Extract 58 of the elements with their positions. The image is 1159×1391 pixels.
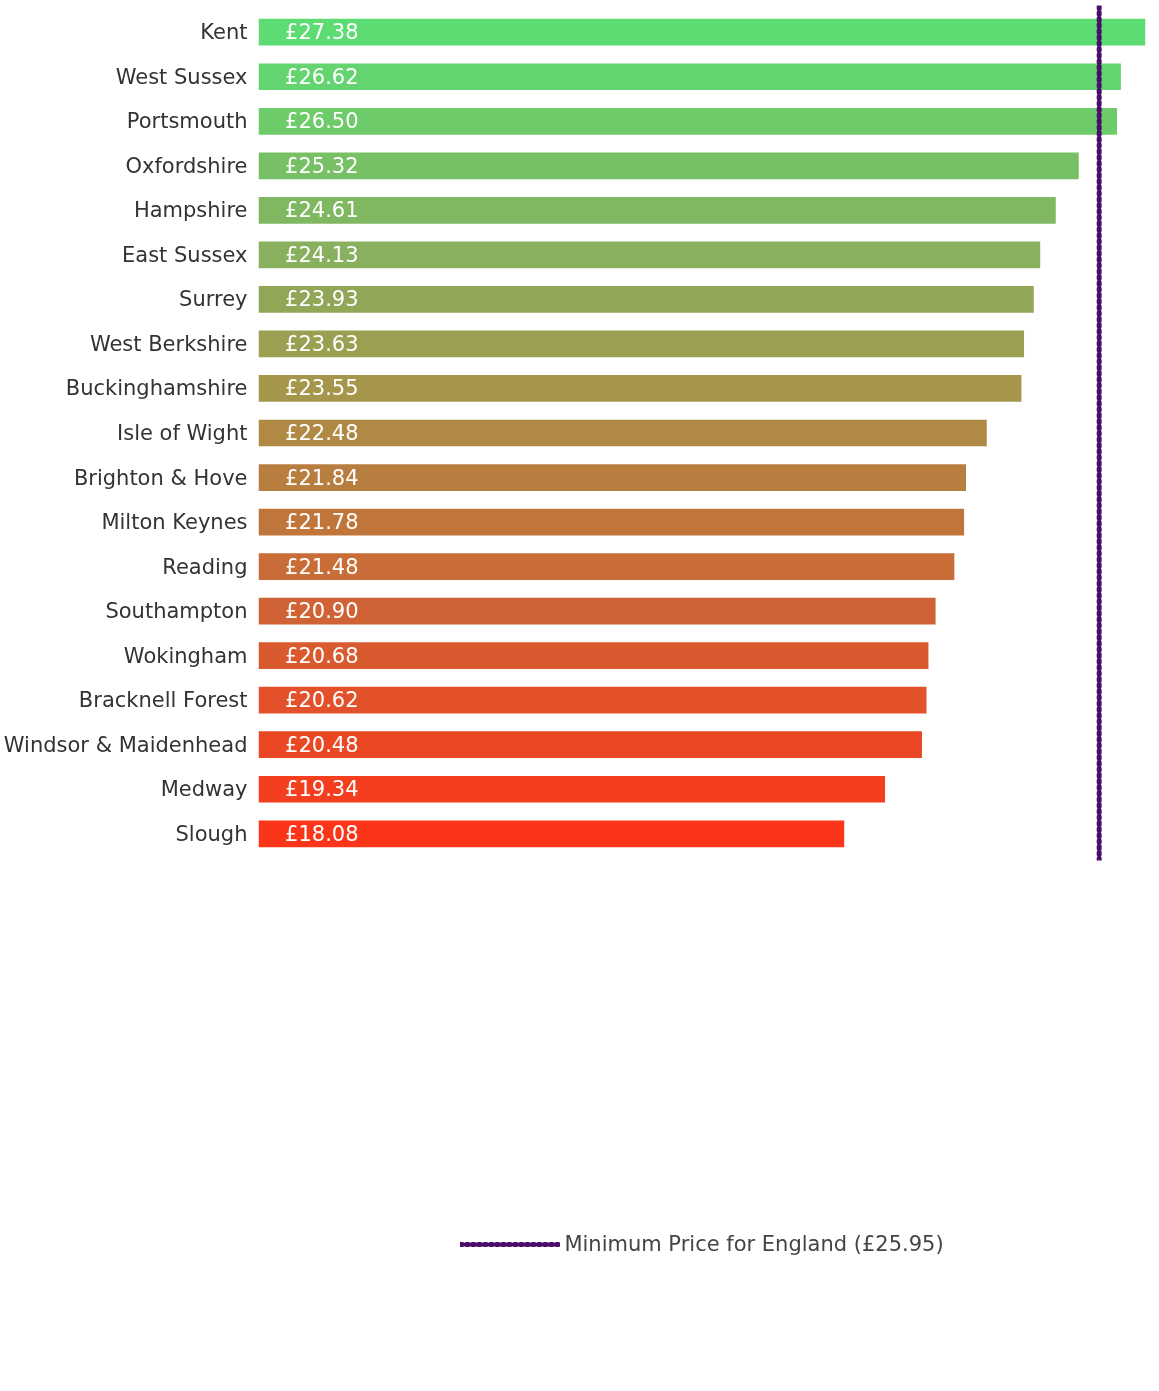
bar <box>258 375 1022 402</box>
bar <box>258 152 1079 180</box>
y-tick-label: Hampshire <box>133 198 248 223</box>
y-tick-label: East Sussex <box>122 242 248 267</box>
y-tick-label: Portsmouth <box>126 109 248 134</box>
y-tick-label: Isle of Wight <box>117 421 248 445</box>
bar <box>258 196 1056 224</box>
y-tick-label: West Sussex <box>115 64 248 89</box>
y-tick-label: Kent <box>200 20 248 45</box>
bar <box>258 107 1117 135</box>
bar <box>258 241 1041 269</box>
data-label: £24.61 <box>285 198 359 223</box>
data-label: £23.63 <box>285 331 359 356</box>
bar <box>258 820 845 848</box>
data-label: £26.50 <box>285 109 359 134</box>
y-tick-label: Southampton <box>105 599 248 624</box>
bar <box>258 330 1025 358</box>
data-label: £24.13 <box>285 242 359 267</box>
data-label: £21.48 <box>285 554 359 579</box>
y-tick-label: West Berkshire <box>89 331 248 356</box>
data-label: £21.84 <box>285 465 359 490</box>
bar <box>258 508 965 536</box>
y-tick-label: Bracknell Forest <box>78 688 248 713</box>
bar <box>258 775 886 803</box>
bar <box>258 286 1034 313</box>
data-label: £20.62 <box>285 688 359 713</box>
data-label: £23.93 <box>285 287 359 312</box>
y-tick-label: Brighton & Hove <box>73 465 248 490</box>
data-label: £23.55 <box>285 376 359 401</box>
y-tick-label: Oxfordshire <box>125 153 248 178</box>
y-tick-label: Surrey <box>179 287 248 312</box>
y-tick-label: Milton Keynes <box>101 510 248 535</box>
legend-label: Minimum Price for England (£25.95) <box>564 1232 944 1256</box>
data-label: £19.34 <box>285 777 359 802</box>
data-label: £20.90 <box>285 599 359 624</box>
bar <box>258 597 936 625</box>
y-tick-label: Medway <box>160 777 248 802</box>
bar <box>258 642 929 670</box>
data-label: £25.32 <box>285 153 359 178</box>
data-label: £22.48 <box>285 421 359 445</box>
y-tick-label: Reading <box>162 554 248 579</box>
data-label: £18.08 <box>285 821 359 846</box>
data-label: £26.62 <box>285 64 359 89</box>
bar <box>258 18 1146 46</box>
y-tick-label: Wokingham <box>123 643 248 668</box>
bar <box>258 419 987 447</box>
y-tick-label: Slough <box>175 821 248 846</box>
bar <box>258 686 927 714</box>
data-label: £27.38 <box>285 20 359 45</box>
bar <box>258 731 922 759</box>
data-label: £21.78 <box>285 510 359 535</box>
y-tick-label: Windsor & Maidenhead <box>3 732 248 757</box>
data-label: £20.48 <box>285 732 359 757</box>
bar <box>258 464 967 491</box>
bar <box>258 63 1121 91</box>
data-label: £20.68 <box>285 643 359 668</box>
y-tick-label: Buckinghamshire <box>65 376 248 401</box>
bar <box>258 553 955 580</box>
